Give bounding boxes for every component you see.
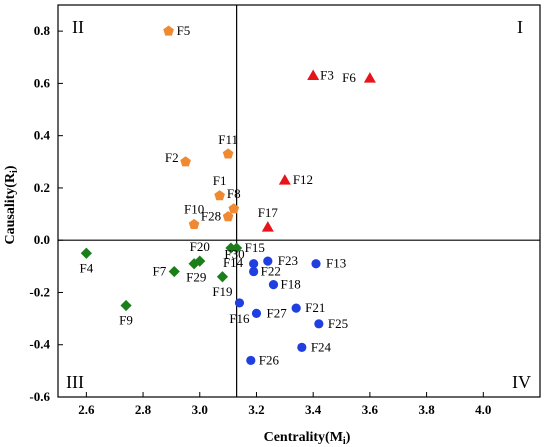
x-tick-label: 3.2 <box>248 402 264 417</box>
point-f6 <box>363 72 376 83</box>
point-label-f13: F13 <box>326 256 346 271</box>
point-label-f23: F23 <box>278 253 298 268</box>
point-label-f6: F6 <box>342 70 356 85</box>
point-f26 <box>246 355 256 366</box>
point-f17 <box>261 221 274 232</box>
x-tick-label: 3.8 <box>418 402 435 417</box>
point-label-f17: F17 <box>258 205 279 220</box>
point-label-f22: F22 <box>261 264 281 279</box>
y-tick-label: 0.0 <box>34 232 50 247</box>
point-label-f29: F29 <box>186 270 206 285</box>
y-tick-label: -0.2 <box>29 284 50 299</box>
point-f20 <box>194 255 206 267</box>
point-label-f10: F10 <box>184 202 204 217</box>
plot-frame <box>57 4 541 398</box>
point-label-f5: F5 <box>177 23 191 38</box>
point-label-f8: F8 <box>227 186 241 201</box>
point-f16 <box>234 298 245 308</box>
axes-layer: 2.6 2.8 3.0 3.2 3.4 3.6 3.8 4.0 -0.6 -0.4 -0.2 0.0 0… <box>29 4 541 417</box>
y-tick-label: 0.2 <box>34 180 50 195</box>
y-tick-label: 0.8 <box>34 23 51 38</box>
x-tick-label: 3.6 <box>362 402 379 417</box>
point-f7 <box>168 265 180 278</box>
point-f25 <box>314 319 324 329</box>
point-f2 <box>180 156 191 167</box>
point-f9 <box>120 299 132 312</box>
point-f29 <box>188 258 200 270</box>
point-label-f2: F2 <box>165 150 179 165</box>
point-label-f3: F3 <box>320 68 334 83</box>
point-label-f15: F15 <box>245 240 265 255</box>
point-label-f21: F21 <box>305 300 325 315</box>
x-tick-label: 2.8 <box>135 402 152 417</box>
point-label-f12: F12 <box>293 172 313 187</box>
point-label-f27: F27 <box>266 305 287 320</box>
point-f24 <box>297 342 307 352</box>
point-f13 <box>311 259 321 269</box>
point-label-f24: F24 <box>311 339 332 354</box>
y-tick-label: -0.4 <box>29 337 50 352</box>
x-tick-label: 2.6 <box>78 402 95 417</box>
y-tick-label: 0.4 <box>34 128 51 143</box>
quadrant-label-III: III <box>66 372 84 392</box>
point-f4 <box>80 247 92 259</box>
point-label-f20: F20 <box>190 239 210 254</box>
point-label-f16: F16 <box>229 311 250 326</box>
point-f21 <box>291 303 301 313</box>
y-axis-title: Causality(Ri) <box>3 165 20 244</box>
point-f3 <box>307 69 320 81</box>
point-f27 <box>251 308 262 318</box>
x-tick-label: 4.0 <box>475 402 491 417</box>
point-f1 <box>214 190 225 201</box>
data-points <box>80 25 376 366</box>
quadrant-dividers <box>58 5 540 397</box>
quadrant-label-IV: IV <box>512 372 531 392</box>
point-label-f19: F19 <box>212 284 232 299</box>
point-f5 <box>163 25 174 36</box>
point-label-f7: F7 <box>153 264 167 279</box>
x-tick-label: 3.0 <box>192 402 208 417</box>
point-f19 <box>216 271 229 283</box>
point-f22 <box>249 266 259 277</box>
point-f23 <box>263 256 273 266</box>
y-tick-label: 0.6 <box>34 75 51 90</box>
point-label-f26: F26 <box>259 352 280 367</box>
x-axis-title: Centrality(Mi) <box>264 430 351 447</box>
point-f14 <box>225 242 237 254</box>
point-f28 <box>222 211 234 222</box>
point-f18 <box>268 280 279 290</box>
point-label-f4: F4 <box>79 260 93 275</box>
point-f30 <box>249 259 259 269</box>
point-label-f28: F28 <box>201 209 221 224</box>
point-label-f1: F1 <box>213 173 227 188</box>
x-tick-label: 3.4 <box>305 402 322 417</box>
point-f10 <box>188 218 200 230</box>
quadrant-labels: II I III IV <box>66 17 531 392</box>
quadrant-label-II: II <box>72 17 84 37</box>
point-f11 <box>222 148 234 159</box>
point-label-f25: F25 <box>328 316 348 331</box>
point-f8 <box>228 203 240 214</box>
point-label-f14: F14 <box>223 255 244 270</box>
point-label-f9: F9 <box>119 313 133 328</box>
point-f15 <box>231 242 243 254</box>
point-label-f18: F18 <box>280 277 300 292</box>
quadrant-label-I: I <box>517 17 523 37</box>
y-tick-label: -0.6 <box>29 389 50 404</box>
point-f12 <box>278 174 291 185</box>
point-label-f30: F30 <box>224 247 244 262</box>
point-label-f11: F11 <box>218 132 238 147</box>
